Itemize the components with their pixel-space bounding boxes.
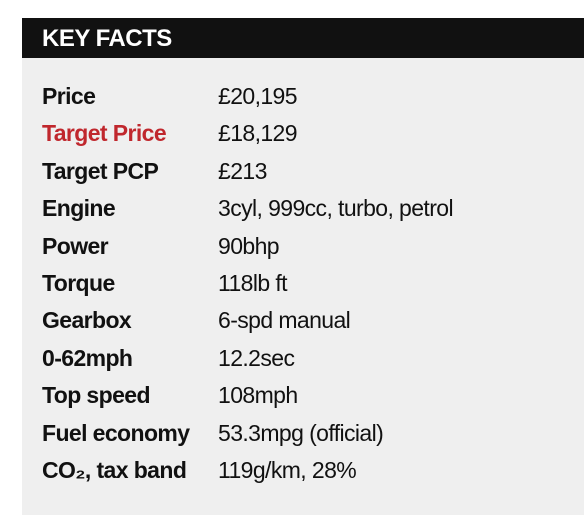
fact-label: Target PCP [42,157,159,184]
fact-label: Top speed [42,382,151,409]
fact-label: Torque [42,270,115,296]
fact-value: 12.2sec [218,344,295,371]
header-bar: KEY FACTS [22,18,584,58]
fact-label: Target Price [42,120,167,147]
fact-value: 6-spd manual [218,307,351,334]
header-title: KEY FACTS [42,25,172,52]
fact-label: Gearbox [42,307,132,334]
fact-value: 53.3mpg (official) [218,419,384,446]
fact-value: £20,195 [218,83,298,109]
fact-label: Power [42,232,109,259]
fact-value: £213 [218,157,267,184]
fact-label: Price [42,83,96,109]
fact-value: 108mph [218,382,298,409]
fact-value: 3cyl, 999cc, turbo, petrol [218,195,454,222]
key-facts-panel: KEY FACTS Price £20,195 Target Price £18,12… [22,18,584,515]
fact-label: Fuel economy [42,419,190,446]
fact-label: 0-62mph [42,344,133,371]
fact-value: 118lb ft [218,270,288,296]
fact-value: £18,129 [218,120,298,147]
fact-value: 119g/km, 28% [218,457,357,483]
fact-label: Engine [42,195,116,222]
fact-value: 90bhp [218,232,280,259]
fact-label: CO₂, tax band [42,457,187,483]
